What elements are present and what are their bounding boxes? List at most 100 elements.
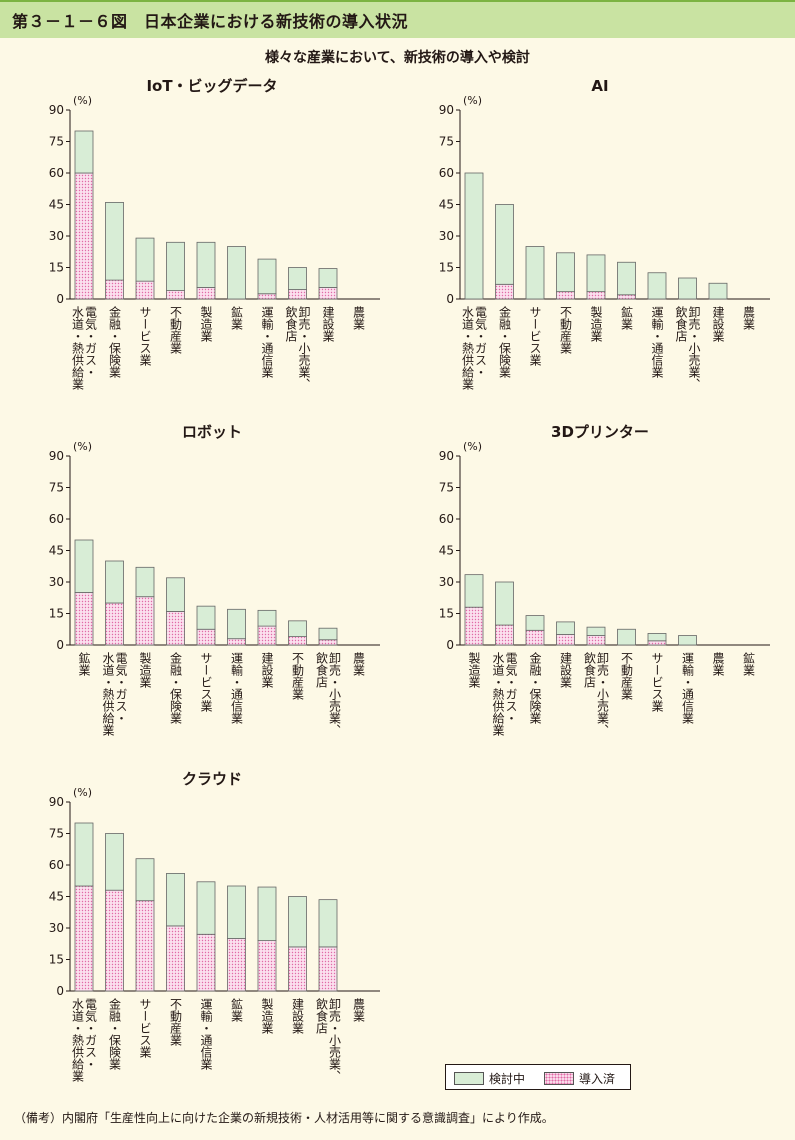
bar-considering: [617, 261, 636, 296]
x-category-label: 卸売・小売業、: [687, 305, 701, 390]
bar-adopted: [227, 938, 246, 992]
y-tick-label: 15: [439, 607, 454, 621]
x-category-label: サービス業: [199, 652, 213, 712]
bar-adopted: [288, 289, 307, 300]
bar-adopted: [556, 634, 575, 646]
bar-considering: [166, 241, 185, 292]
x-category-label: 鉱業: [230, 305, 244, 330]
x-category-label: 製造業: [589, 306, 603, 342]
bar-adopted: [647, 640, 667, 646]
bar-considering: [495, 204, 514, 285]
y-tick-label: 75: [439, 135, 454, 149]
x-category-label: 農業: [742, 306, 756, 330]
y-tick-label: 90: [49, 795, 64, 809]
bar-adopted: [586, 635, 606, 646]
y-tick-label: 0: [56, 984, 64, 998]
x-category-label: サービス業: [138, 998, 152, 1058]
bar-adopted: [74, 172, 94, 300]
x-category-label: 水道・熱供給業: [461, 306, 475, 390]
bar-considering: [227, 885, 246, 939]
bar-considering: [257, 886, 277, 941]
bar-considering: [708, 282, 728, 300]
chart-2: AI (%) 0 15 30 45 60 75 90 電気・ガス・水道・熱供給業 金融・保険業 サービ…: [439, 77, 770, 390]
x-category-label: 金融・保険業: [169, 651, 183, 724]
bar-adopted: [196, 933, 216, 992]
x-category-label: サービス業: [650, 652, 664, 712]
x-category-label: 農業: [711, 652, 725, 676]
x-category-label: 水道・熱供給業: [71, 998, 85, 1082]
bar-adopted: [257, 293, 277, 300]
x-category-label: 飲食店: [284, 305, 298, 342]
x-category-label: 農業: [352, 998, 366, 1022]
x-category-label: 水道・熱供給業: [491, 652, 505, 736]
x-category-label: 運輸・通信業: [199, 998, 213, 1070]
y-tick-label: 15: [49, 607, 64, 621]
y-tick-label: 0: [56, 638, 64, 652]
chart-title: 3Dプリンター: [551, 423, 649, 441]
bar-adopted: [556, 291, 575, 300]
bar-adopted: [166, 925, 185, 992]
bar-considering: [586, 626, 606, 636]
x-category-label: 電気・ガス・: [84, 306, 98, 378]
bar-considering: [196, 605, 216, 630]
bar-considering: [196, 241, 216, 288]
bar-considering: [556, 252, 575, 293]
bar-adopted: [227, 638, 246, 646]
bar-considering: [525, 615, 545, 631]
x-category-label: 卸売・小売業、: [328, 651, 342, 736]
bar-adopted: [135, 280, 155, 300]
chart-4: 3Dプリンター (%) 0 15 30 45 60 75 90 製造業 電気・ガス・水道・熱供給業 金…: [439, 423, 770, 736]
bar-adopted: [105, 602, 124, 646]
bar-considering: [318, 899, 338, 948]
y-tick-label: 75: [439, 481, 454, 495]
x-category-label: 水道・熱供給業: [71, 306, 85, 390]
chart-3: ロボット (%) 0 15 30 45 60 75 90 鉱業 電気・ガス・水道・熱供給業 製造業 金融…: [49, 423, 380, 736]
x-category-label: 不動産業: [620, 652, 634, 700]
bar-considering: [105, 201, 124, 281]
x-category-label: 不動産業: [559, 306, 573, 354]
x-category-label: 卸売・小売業、: [596, 651, 610, 736]
bar-adopted: [257, 940, 277, 992]
bar-adopted: [74, 592, 94, 646]
bar-adopted: [318, 287, 338, 300]
x-category-label: 不動産業: [169, 998, 183, 1046]
bar-considering: [525, 246, 545, 300]
y-unit-label: (%): [73, 94, 92, 107]
bar-considering: [135, 858, 155, 902]
y-tick-label: 45: [49, 544, 64, 558]
x-category-label: 運輸・通信業: [650, 306, 664, 378]
x-category-label: 製造業: [467, 652, 481, 688]
y-tick-label: 30: [439, 229, 454, 243]
bar-considering: [318, 627, 338, 641]
chart-title: AI: [591, 77, 608, 95]
x-category-label: 不動産業: [291, 652, 305, 700]
x-category-label: 鉱業: [620, 305, 634, 330]
x-category-label: 飲食店: [583, 651, 597, 688]
x-category-label: 建設業: [711, 306, 725, 342]
y-unit-label: (%): [463, 440, 482, 453]
bar-considering: [227, 608, 246, 640]
bar-considering: [647, 272, 667, 300]
chart-1: IoT・ビッグデータ (%) 0 15 30 45 60 75 90 電気・ガス・水道・熱供給業 金…: [49, 77, 380, 390]
y-tick-label: 30: [49, 229, 64, 243]
chart-title: IoT・ビッグデータ: [146, 77, 277, 95]
legend-item-adopted: 導入済: [544, 1070, 615, 1087]
x-category-label: 卸売・小売業、: [328, 997, 342, 1082]
bar-considering: [74, 822, 94, 887]
x-category-label: 建設業: [321, 306, 335, 342]
x-category-label: 金融・保険業: [108, 997, 122, 1070]
x-category-label: 卸売・小売業、: [297, 305, 311, 390]
bar-adopted: [196, 287, 216, 300]
x-category-label: 運輸・通信業: [230, 652, 244, 724]
chart-title: クラウド: [182, 770, 242, 788]
bar-considering: [556, 621, 575, 635]
y-tick-label: 60: [439, 166, 454, 180]
y-tick-label: 75: [49, 481, 64, 495]
bar-considering: [288, 620, 307, 637]
y-tick-label: 30: [49, 921, 64, 935]
x-category-label: 不動産業: [169, 306, 183, 354]
y-tick-label: 60: [49, 858, 64, 872]
x-category-label: 運輸・通信業: [260, 306, 274, 378]
legend-label-considering: 検討中: [489, 1072, 526, 1086]
